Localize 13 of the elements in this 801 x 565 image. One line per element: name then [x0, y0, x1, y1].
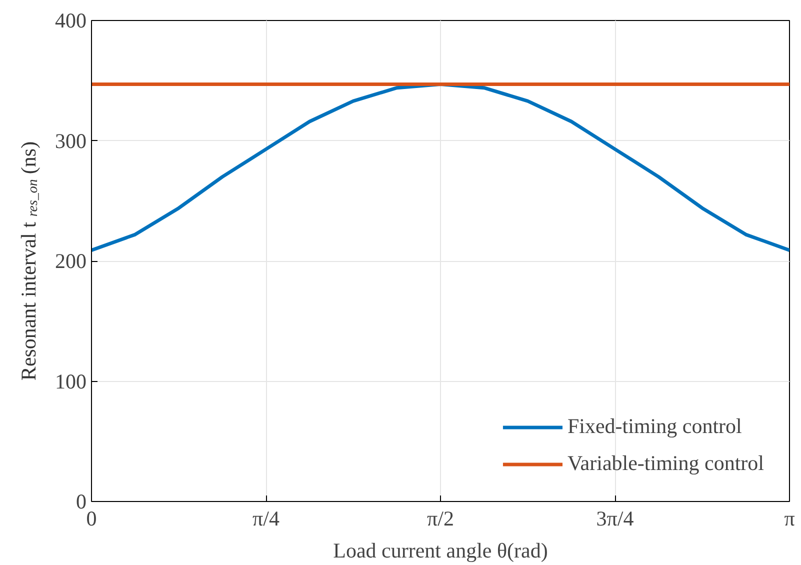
y-tick-label: 200 — [55, 249, 86, 273]
x-tick-label: 3π/4 — [596, 506, 634, 530]
y-tick-label: 100 — [55, 369, 86, 394]
y-tick-label: 300 — [55, 128, 86, 153]
legend-label: Fixed-timing control — [567, 414, 742, 439]
legend-label: Variable-timing control — [567, 451, 764, 476]
x-tick-label: π/2 — [427, 506, 454, 530]
y-tick-label: 0 — [76, 490, 86, 514]
x-tick-label: π — [784, 506, 796, 530]
y-tick-label: 400 — [55, 8, 86, 32]
y-axis-title: Resonant interval tres_on (ns) — [16, 141, 41, 381]
x-tick-label: π/4 — [252, 506, 280, 530]
x-axis-title: Load current angle θ(rad) — [333, 538, 548, 562]
